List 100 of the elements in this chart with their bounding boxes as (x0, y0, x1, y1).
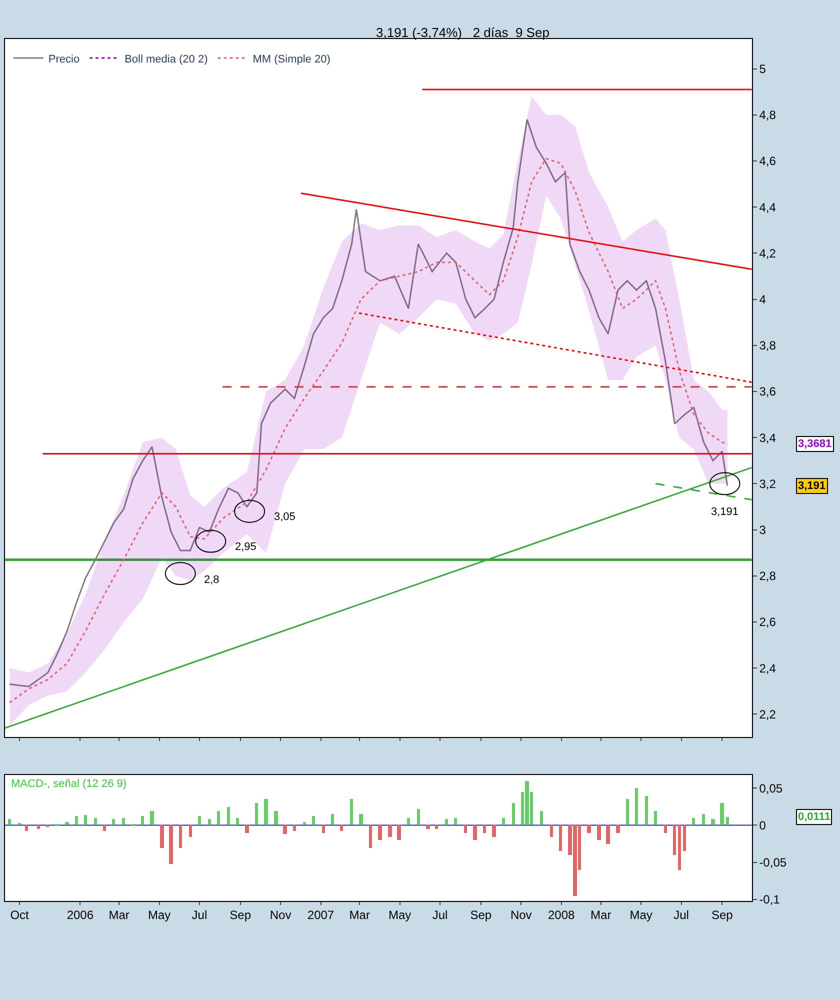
y-tick-label: 2,4 (759, 661, 776, 676)
x-tick-label: May (630, 908, 652, 922)
bar (673, 824, 676, 855)
bar (236, 818, 240, 825)
x-tick-label: Sep (711, 908, 734, 922)
bar (179, 824, 182, 848)
chart-title: MACD-, señal (12 26 9) (11, 778, 127, 790)
bar (245, 824, 250, 833)
bar (654, 810, 658, 825)
x-tick-label: Nov (510, 908, 532, 922)
bar (169, 824, 174, 864)
bar (540, 810, 544, 825)
x-tick-label: 2008 (548, 908, 575, 922)
bar (65, 822, 70, 825)
y-tick-label: 4,8 (759, 108, 776, 122)
legend-label: Precio (48, 53, 80, 66)
bar (397, 824, 402, 840)
bar (726, 816, 730, 825)
x-tick-label: May (388, 908, 412, 922)
x-tick-label: 2007 (307, 908, 334, 922)
bar (8, 818, 12, 825)
bar (417, 808, 420, 825)
y-tick-label: 4 (759, 292, 766, 306)
bar (464, 824, 468, 833)
x-tick-label: Mar (108, 908, 130, 922)
bar (445, 818, 448, 825)
bar (103, 824, 106, 831)
annotation: 3,05 (274, 511, 296, 523)
x-tick-label: Mar (349, 908, 370, 922)
bar (426, 824, 430, 829)
bar (217, 810, 220, 825)
bar (227, 806, 230, 825)
bar (350, 798, 354, 825)
x-tick-label: Sep (230, 908, 252, 922)
annotation: 3,191 (711, 506, 739, 518)
y-tick-label: 3 (759, 522, 766, 537)
bar (483, 824, 486, 833)
bar (112, 818, 116, 825)
text: 3,3681 (798, 438, 832, 450)
bar (122, 818, 126, 825)
bar (388, 824, 392, 837)
bar (502, 818, 506, 825)
bar (616, 824, 620, 833)
bar (720, 802, 724, 825)
y-tick-label: 2,6 (759, 615, 776, 630)
bar (331, 814, 334, 825)
bar (369, 824, 372, 848)
legend-label: Boll media (20 2) (124, 53, 208, 66)
y-tick-label: 3,2 (759, 476, 776, 491)
bar (702, 814, 706, 825)
y-tick-label: -0,05 (759, 855, 787, 870)
bar (473, 824, 478, 840)
bar (283, 824, 288, 834)
bar (255, 802, 258, 825)
y-tick-label: 2,8 (759, 569, 776, 584)
y-tick-label: 3,8 (759, 338, 776, 353)
bar (626, 798, 630, 825)
bar (94, 818, 98, 825)
bar (407, 818, 410, 825)
legend-label: MM (Simple 20) (252, 53, 330, 66)
x-tick-label: Nov (270, 908, 292, 922)
annotation: 2,95 (235, 541, 256, 553)
x-tick-label: Sep (470, 908, 492, 922)
bar (312, 816, 316, 825)
bar (264, 798, 268, 825)
bar (664, 824, 668, 833)
bar (37, 824, 40, 829)
bar (635, 788, 638, 825)
y-tick-label: 3,6 (759, 384, 776, 399)
bar (208, 818, 212, 825)
x-tick-label: May (148, 908, 171, 922)
bar (492, 824, 496, 837)
chart-title: 3,191 (-3,74%) 2 días 9 Sep (376, 25, 550, 40)
bar (525, 780, 530, 825)
x-tick-label: Mar (590, 908, 612, 922)
bar (160, 824, 164, 848)
text: 3,191 (798, 480, 826, 492)
bar (587, 824, 592, 833)
bar (84, 814, 88, 825)
y-tick-label: 4,6 (759, 154, 776, 168)
bar (606, 824, 610, 844)
bar (550, 824, 554, 837)
y-tick-label: 4,4 (759, 200, 776, 214)
x-tick-label: 2006 (66, 908, 94, 922)
bar (512, 802, 516, 825)
bar (454, 818, 458, 825)
bar (150, 810, 154, 825)
x-tick-label: Jul (192, 908, 208, 922)
bar (678, 824, 682, 870)
y-tick-label: -0,1 (759, 892, 780, 906)
text: 0,0111 (798, 811, 830, 823)
bar (378, 824, 382, 840)
x-tick-label: Jul (432, 908, 448, 922)
x-tick-label: Oct (10, 908, 30, 922)
bar (75, 816, 78, 825)
annotation: 2,8 (204, 574, 220, 586)
bar (559, 824, 562, 851)
bar (340, 824, 344, 831)
bar (274, 810, 278, 825)
bar (303, 822, 306, 825)
